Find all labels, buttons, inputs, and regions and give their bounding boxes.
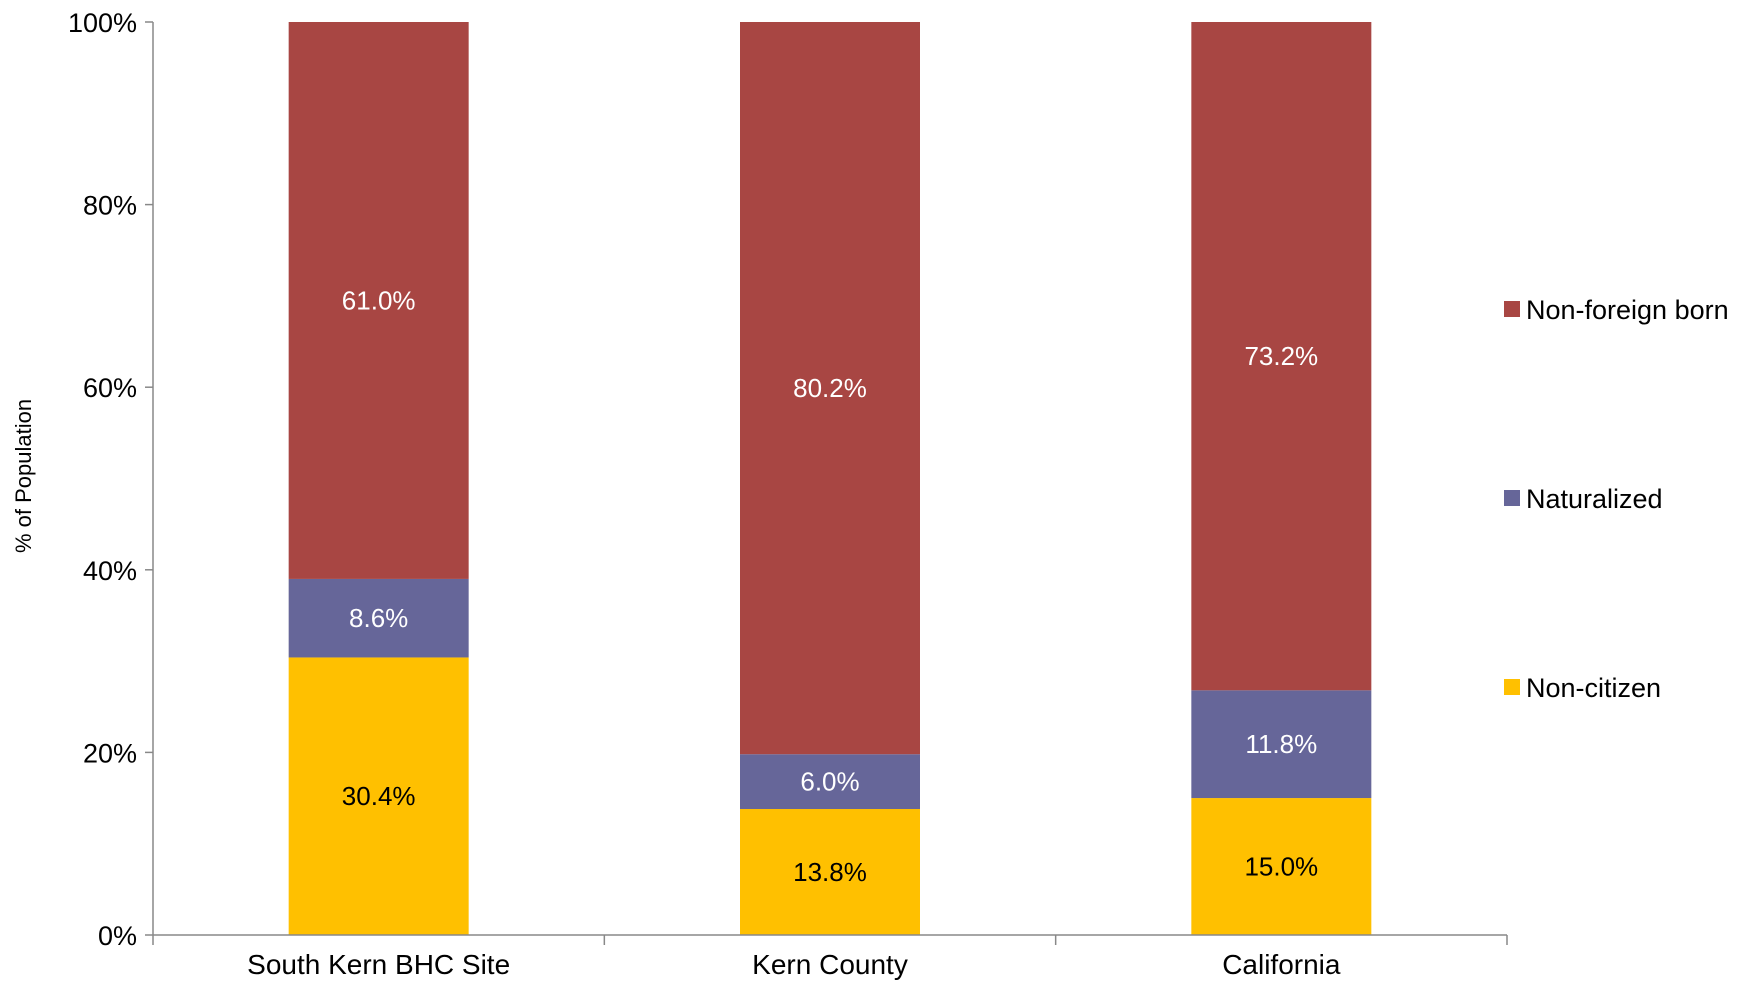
data-label-naturalized-california: 11.8% xyxy=(1245,729,1317,759)
bar-naturalized-south-kern-bhc-site xyxy=(288,578,469,658)
y-axis-title: % of Population xyxy=(11,399,36,553)
bar-non-citizen-kern-county xyxy=(740,809,920,935)
data-label-naturalized-south-kern-bhc-site: 8.6% xyxy=(349,603,408,633)
y-tick-label-0: 0% xyxy=(98,921,137,951)
y-tick-label-40: 40% xyxy=(83,556,137,586)
data-label-non-foreign-born-south-kern-bhc-site: 61.0% xyxy=(342,285,416,315)
data-label-non-foreign-born-california: 73.2% xyxy=(1244,341,1318,371)
x-tick-label-california: California xyxy=(1222,949,1341,980)
bar-non-citizen-south-kern-bhc-site xyxy=(288,657,469,935)
legend-label-non-citizen: Non-citizen xyxy=(1526,673,1661,703)
x-tick-label-south-kern-bhc-site: South Kern BHC Site xyxy=(247,949,510,980)
legend-swatch-naturalized xyxy=(1504,490,1520,506)
data-label-naturalized-kern-county: 6.0% xyxy=(800,767,859,797)
bar-non-citizen-california xyxy=(1191,798,1372,935)
data-label-non-citizen-kern-county: 13.8% xyxy=(793,857,867,887)
y-tick-label-60: 60% xyxy=(83,373,137,403)
data-label-non-foreign-born-kern-county: 80.2% xyxy=(793,373,867,403)
labels-layer: 30.4% 8.6% 61.0% South Kern BHC Site 13.8% 6.… xyxy=(247,285,1341,980)
legend: Non-foreign born Naturalized Non-citizen xyxy=(1504,295,1729,703)
y-tick-label-100: 100% xyxy=(68,8,137,38)
data-label-non-citizen-california: 15.0% xyxy=(1244,852,1318,882)
data-label-non-citizen-south-kern-bhc-site: 30.4% xyxy=(342,781,416,811)
x-tick-label-kern-county: Kern County xyxy=(752,949,908,980)
legend-swatch-non-citizen xyxy=(1504,679,1520,695)
bar-non-foreign-born-california xyxy=(1191,22,1372,691)
y-tick-label-20: 20% xyxy=(83,738,137,768)
legend-swatch-non-foreign-born xyxy=(1504,301,1520,317)
bar-non-foreign-born-kern-county xyxy=(740,22,920,755)
bar-naturalized-kern-county xyxy=(740,754,920,810)
bars-layer xyxy=(288,22,1372,935)
axes-layer: 0% 20% 40% 60% 80% 100% xyxy=(68,8,1508,951)
bar-non-foreign-born-south-kern-bhc-site xyxy=(288,22,469,579)
legend-label-non-foreign-born: Non-foreign born xyxy=(1526,295,1729,325)
y-tick-label-80: 80% xyxy=(83,191,137,221)
legend-label-naturalized: Naturalized xyxy=(1526,484,1663,514)
bar-naturalized-california xyxy=(1191,690,1372,799)
